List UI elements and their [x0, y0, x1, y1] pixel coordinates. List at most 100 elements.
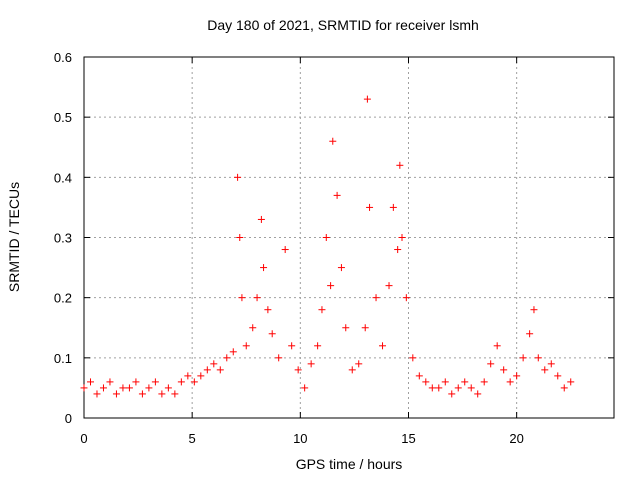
data-point — [506, 378, 514, 386]
tick-layer: 0 0.1 0.2 0.3 0.4 0.5 0.6 0 5 10 15 20 — [54, 50, 614, 446]
data-point — [398, 234, 406, 241]
data-point — [257, 215, 265, 223]
data-point — [264, 306, 272, 314]
x-tick-label: 10 — [293, 431, 307, 446]
y-tick-label: 0.6 — [54, 50, 72, 65]
data-point — [268, 330, 276, 338]
data-point — [415, 372, 423, 380]
data-point — [158, 390, 166, 398]
data-point — [394, 246, 402, 254]
y-tick-label: 0 — [65, 411, 72, 426]
data-point — [112, 390, 120, 398]
y-tick-label: 0.1 — [54, 351, 72, 366]
grid-layer — [84, 57, 614, 418]
data-point — [361, 324, 369, 332]
data-point — [314, 342, 322, 350]
data-point — [554, 372, 562, 380]
y-tick-label: 0.5 — [54, 110, 72, 125]
data-point — [151, 378, 159, 386]
data-point — [203, 366, 211, 374]
data-point — [288, 342, 296, 350]
data-point — [234, 173, 242, 181]
data-point — [385, 282, 393, 290]
data-point — [409, 354, 417, 362]
data-point — [249, 324, 257, 332]
data-point — [461, 378, 469, 386]
data-point — [560, 384, 568, 392]
data-point — [307, 360, 315, 368]
data-point — [513, 372, 521, 380]
y-axis-label: SRMTID / TECUs — [6, 181, 22, 293]
data-point — [389, 203, 397, 211]
data-point — [329, 137, 337, 145]
data-point — [190, 378, 198, 386]
data-point — [366, 203, 374, 211]
data-point — [99, 384, 107, 392]
data-point — [396, 161, 404, 169]
data-point — [93, 390, 101, 398]
x-tick-label: 0 — [80, 431, 87, 446]
data-point — [474, 390, 482, 398]
data-point — [301, 384, 309, 392]
data-point — [480, 378, 488, 386]
data-point — [493, 342, 501, 350]
data-point — [318, 306, 326, 314]
data-point — [348, 366, 356, 374]
data-point — [422, 378, 430, 386]
data-point — [184, 372, 192, 380]
y-tick-label: 0.3 — [54, 231, 72, 246]
data-point — [86, 378, 94, 386]
data-point — [177, 378, 185, 386]
data-point — [435, 384, 443, 392]
data-point — [363, 95, 371, 103]
data-point — [519, 354, 527, 362]
data-point — [132, 378, 140, 386]
data-point — [379, 342, 387, 350]
data-point — [253, 294, 261, 302]
data-point — [342, 324, 350, 332]
data-point — [238, 294, 246, 302]
data-point — [322, 234, 330, 241]
data-point — [402, 294, 410, 302]
data-point — [530, 306, 538, 314]
x-tick-label: 20 — [509, 431, 523, 446]
data-point — [534, 354, 542, 362]
data-point — [80, 384, 88, 392]
data-point — [526, 330, 534, 338]
data-point — [441, 378, 449, 386]
data-point — [242, 342, 250, 350]
data-point — [500, 366, 508, 374]
data-point — [547, 360, 555, 368]
y-tick-label: 0.2 — [54, 291, 72, 306]
data-point — [467, 384, 475, 392]
data-point — [223, 354, 231, 362]
data-point — [355, 360, 363, 368]
data-point — [327, 282, 335, 290]
x-tick-label: 15 — [401, 431, 415, 446]
data-point — [454, 384, 462, 392]
x-tick-label: 5 — [189, 431, 196, 446]
data-point — [106, 378, 114, 386]
data-point — [333, 191, 341, 199]
data-point — [372, 294, 380, 302]
data-point — [236, 234, 244, 241]
data-points — [80, 95, 575, 398]
x-axis-label: GPS time / hours — [295, 456, 403, 472]
data-point — [197, 372, 205, 380]
data-point — [164, 384, 172, 392]
data-point — [448, 390, 456, 398]
data-point — [294, 366, 302, 374]
data-point — [487, 360, 495, 368]
data-point — [275, 354, 283, 362]
data-point — [281, 246, 289, 254]
data-point — [216, 366, 224, 374]
data-point — [171, 390, 179, 398]
data-point — [119, 384, 127, 392]
data-point — [260, 264, 268, 272]
data-point — [229, 348, 237, 356]
data-point — [541, 366, 549, 374]
data-point — [210, 360, 218, 368]
data-point — [428, 384, 436, 392]
data-point — [125, 384, 133, 392]
data-point — [145, 384, 153, 392]
